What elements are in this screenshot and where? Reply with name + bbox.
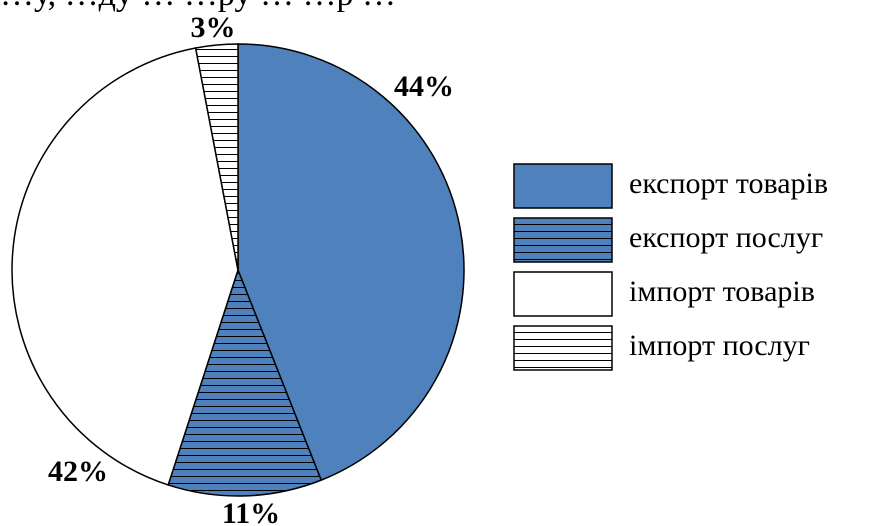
pie-slice-export-services (167, 267, 323, 497)
legend-label-import-goods: імпорт товарів (629, 275, 815, 308)
legend-item-import-goods: імпорт товарів (513, 271, 883, 317)
legend-item-export-goods: експорт товарів (513, 163, 883, 209)
legend-label-import-services: імпорт послуг (629, 329, 810, 362)
legend: експорт товарів експорт послуг імпорт то… (513, 163, 883, 379)
legend-item-import-services: імпорт послуг (513, 325, 883, 371)
data-label-import-services: 3% (191, 11, 236, 44)
pie-slice-import-goods (11, 47, 239, 486)
pie-slice-import-services (194, 43, 239, 271)
legend-swatch-export-goods (513, 163, 613, 209)
legend-swatch-export-services (513, 217, 613, 263)
data-label-export-services: 11% (222, 497, 280, 526)
data-label-import-goods: 42% (48, 455, 108, 488)
pie-slices (11, 43, 465, 497)
legend-item-export-services: експорт послуг (513, 217, 883, 263)
pie-slice-export-goods (237, 43, 465, 482)
pie-data-labels: 44% 11% 42% 3% (48, 11, 454, 526)
clipped-caption-text: …у, …ду … …ру … …р … (0, 0, 888, 16)
legend-label-export-goods: експорт товарів (629, 167, 829, 200)
legend-swatch-import-goods (513, 271, 613, 317)
data-label-export-goods: 44% (394, 70, 454, 103)
legend-swatch-import-services (513, 325, 613, 371)
legend-label-export-services: експорт послуг (629, 221, 824, 254)
